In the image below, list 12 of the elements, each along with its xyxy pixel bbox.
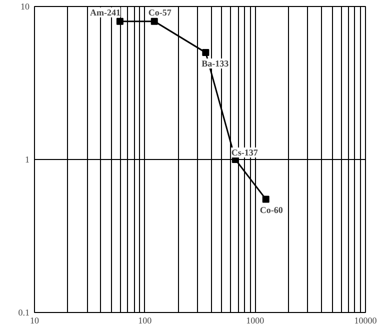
y-tick-label: 1 — [25, 154, 30, 164]
y-tick-label: 0.1 — [18, 308, 30, 318]
x-tick-label: 1000 — [246, 316, 265, 326]
x-tick-label: 10000 — [354, 316, 378, 326]
annotation: Ba-133 — [202, 58, 230, 69]
annotation: Co-60 — [260, 205, 284, 216]
annotation: Am-241 — [90, 7, 121, 18]
annotation: Cs-137 — [231, 148, 258, 158]
x-tick-label: 10 — [30, 316, 40, 326]
x-tick-label: 100 — [138, 316, 152, 326]
y-tick-label: 10 — [20, 2, 30, 12]
annotation: Co-57 — [148, 7, 172, 18]
